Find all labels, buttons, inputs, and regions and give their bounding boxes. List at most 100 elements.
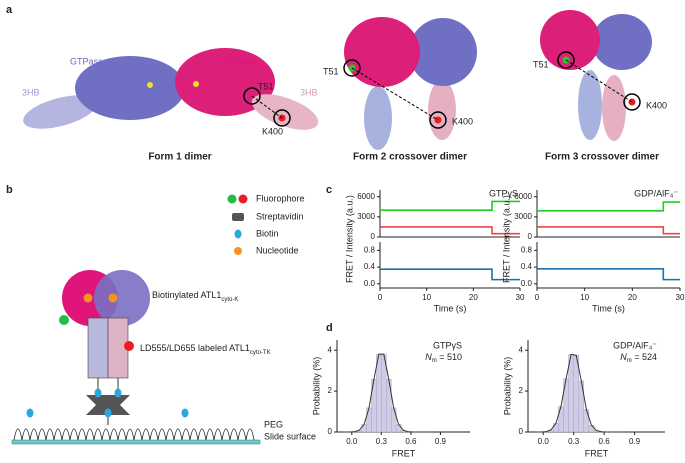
y-tick-label: 0.8 <box>521 245 533 254</box>
fluorophore <box>59 315 69 325</box>
x-axis-label: FRET <box>392 448 416 458</box>
site-circle <box>557 51 575 69</box>
x-tick-label: 30 <box>676 293 685 302</box>
x-tick-label: 0 <box>535 293 540 302</box>
label: 3HB <box>22 87 40 97</box>
gtpase-domain <box>75 56 185 120</box>
x-tick-label: 0.0 <box>538 437 550 446</box>
legend: Fluorophore Streptavidin Biotin Nucleoti… <box>227 193 305 255</box>
structure-form1: GTPase GTPase 3HB 3HB T51 K400 Form 1 di… <box>22 48 319 163</box>
x-tick-label: 0.3 <box>568 437 580 446</box>
label: Biotinylated ATL1cyto-K <box>152 290 238 302</box>
distance-line <box>251 95 283 119</box>
label: Slide surface <box>264 431 316 441</box>
biotin <box>104 408 112 418</box>
n-symbol: N <box>620 352 627 362</box>
x-tick-label: 0.0 <box>346 437 358 446</box>
x-tick-label: 0.6 <box>405 437 417 446</box>
structure-title: Form 2 crossover dimer <box>353 152 467 163</box>
y-tick-label: 0 <box>371 232 376 241</box>
distance-line <box>351 67 439 121</box>
label: T51 <box>323 66 339 76</box>
series-line <box>537 267 680 281</box>
gtpase-domain <box>175 48 275 116</box>
series-line <box>380 200 520 211</box>
label-text: Biotinylated ATL1 <box>152 290 221 300</box>
site-circle <box>343 59 361 77</box>
site-circle <box>243 87 261 105</box>
label: 3HB <box>300 87 318 97</box>
legend-icon <box>232 213 244 221</box>
y-tick-label: 6000 <box>357 192 375 201</box>
x-tick-label: 30 <box>516 293 525 302</box>
fit-line <box>344 353 429 433</box>
label: LD555/LD655 labeled ATL1cyto-TK <box>140 343 271 355</box>
y-axis-label: Probability (%) <box>502 357 512 416</box>
n-text: = 510 <box>437 352 462 362</box>
n-sub: m <box>627 358 632 364</box>
bar <box>390 407 397 433</box>
site-circle <box>429 111 447 129</box>
ligand <box>147 82 153 88</box>
label: T51 <box>533 59 549 69</box>
label-text: LD555/LD655 labeled ATL1 <box>140 343 250 353</box>
legend-icon <box>234 229 242 239</box>
panel-label: a <box>6 4 13 16</box>
panel-label: b <box>6 184 13 196</box>
y-tick-label: 0 <box>519 427 524 436</box>
legend-label: Streptavidin <box>256 211 304 221</box>
helix-bundle <box>578 70 602 140</box>
gtpase-domain <box>592 14 652 70</box>
y-axis-label: Probability (%) <box>311 357 321 416</box>
series-line <box>537 226 680 235</box>
y-tick-label: 2 <box>519 386 524 395</box>
structure-title: Form 1 dimer <box>148 152 211 163</box>
chart-title: GDP/AlF₄⁻ <box>613 340 657 350</box>
x-axis-label: Time (s) <box>592 303 625 313</box>
y-tick-label: 0 <box>528 232 533 241</box>
chart-title: GTPγS <box>433 340 462 350</box>
fluorophore <box>124 341 134 351</box>
y-tick-label: 0.8 <box>364 245 376 254</box>
slide <box>11 439 261 445</box>
nucleotide <box>108 293 118 303</box>
bar <box>381 353 387 433</box>
bar <box>376 353 382 433</box>
peg <box>13 428 255 441</box>
series-line <box>537 201 680 212</box>
structure-form2: T51 K400 Form 2 crossover dimer <box>323 17 477 163</box>
label-sub: cyto-K <box>221 297 238 303</box>
n-sub: m <box>432 358 437 364</box>
smfret-scheme: Biotinylated ATL1cyto-K LD555/LD655 labe… <box>11 270 316 445</box>
biotin <box>114 388 122 398</box>
n-text: = 524 <box>632 352 657 362</box>
x-tick-label: 0.9 <box>435 437 447 446</box>
gtpase-domain <box>409 18 477 86</box>
gtpase-domain <box>540 10 600 70</box>
linker <box>97 378 119 392</box>
biotin <box>26 408 34 418</box>
y-axis-label: FRET / Intensity (a.u.) <box>501 195 511 283</box>
fit-line <box>535 353 622 433</box>
n-label: Nm = 524 <box>620 352 657 363</box>
helix-bundle <box>364 86 392 150</box>
nucleotide <box>83 293 93 303</box>
label: K400 <box>646 100 667 110</box>
helix-bundle <box>23 95 97 129</box>
bar <box>588 425 595 433</box>
x-tick-label: 10 <box>422 293 431 302</box>
legend-label: Fluorophore <box>256 193 305 203</box>
bar <box>395 424 402 433</box>
x-axis-label: Time (s) <box>434 303 467 313</box>
gtpase-domain <box>344 17 420 87</box>
y-tick-label: 4 <box>328 345 333 354</box>
site-circle <box>273 109 291 127</box>
n-symbol: N <box>425 352 432 362</box>
n-label: Nm = 510 <box>425 352 462 363</box>
bar <box>553 423 559 433</box>
label: K400 <box>262 126 283 136</box>
biotin <box>94 388 102 398</box>
y-axis-label: FRET / Intensity (a.u.) <box>344 195 354 283</box>
y-tick-label: 3000 <box>514 212 532 221</box>
